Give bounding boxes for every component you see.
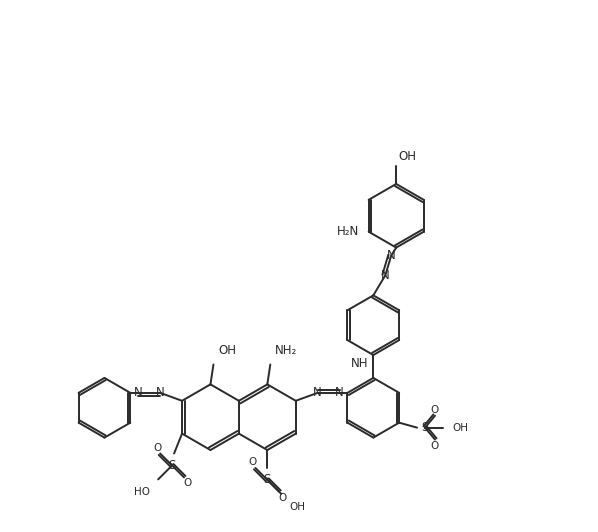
Text: N: N (313, 386, 322, 400)
Text: O: O (431, 405, 439, 415)
Text: O: O (431, 440, 439, 451)
Text: S: S (264, 473, 271, 486)
Text: S: S (169, 459, 176, 472)
Text: N: N (134, 386, 143, 400)
Text: NH: NH (351, 358, 368, 370)
Text: H₂N: H₂N (337, 225, 359, 238)
Text: OH: OH (289, 502, 305, 512)
Text: OH: OH (452, 422, 468, 433)
Text: S: S (422, 421, 429, 434)
Text: OH: OH (398, 149, 416, 163)
Text: O: O (278, 493, 286, 503)
Text: N: N (155, 386, 164, 400)
Text: O: O (153, 443, 161, 453)
Text: N: N (387, 249, 396, 262)
Text: O: O (248, 457, 257, 467)
Text: N: N (381, 269, 390, 282)
Text: OH: OH (218, 344, 236, 356)
Text: O: O (183, 478, 191, 488)
Text: NH₂: NH₂ (275, 344, 298, 356)
Text: HO: HO (134, 487, 150, 497)
Text: N: N (335, 386, 344, 400)
